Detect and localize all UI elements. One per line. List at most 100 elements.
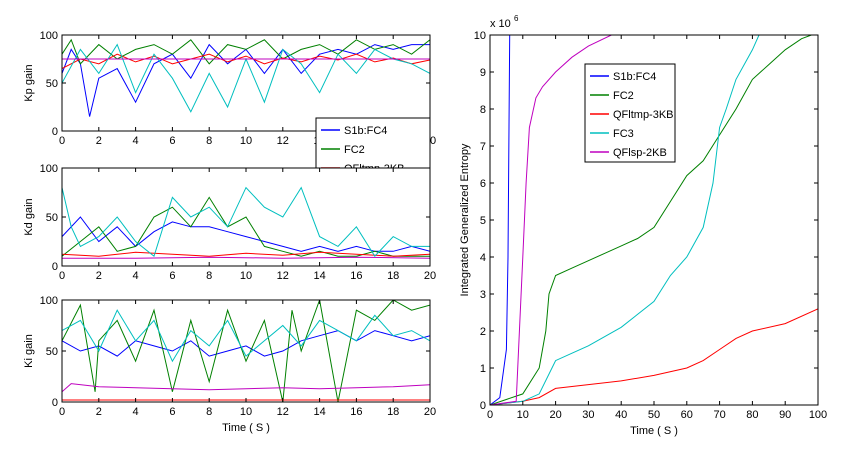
y-tick-label: 1 <box>480 363 486 375</box>
x-tick-label: 4 <box>133 270 139 282</box>
y-scale-exponent: 6 <box>514 14 519 23</box>
legend-box <box>584 63 676 163</box>
y-tick-label: 0 <box>480 400 486 412</box>
x-tick-label: 6 <box>169 270 175 282</box>
y-tick-label: 8 <box>480 104 486 116</box>
x-tick-label: 10 <box>517 409 529 421</box>
legend-entry: QFlsp-2KB <box>613 147 667 159</box>
y-tick-label: 50 <box>46 346 58 358</box>
series-line-qflsp-2kb <box>62 383 430 393</box>
x-tick-label: 10 <box>240 406 252 418</box>
x-tick-label: 12 <box>277 406 289 418</box>
x-tick-label: 50 <box>648 409 660 421</box>
x-tick-label: 70 <box>713 409 725 421</box>
chart-top-left: 02468101214161820050100Kp gain <box>23 30 436 147</box>
y-tick-label: 3 <box>480 289 486 301</box>
x-tick-label: 8 <box>206 270 212 282</box>
legend-entry: FC2 <box>613 90 634 102</box>
series-line-fc2 <box>62 196 430 257</box>
y-tick-label: 100 <box>40 295 58 307</box>
x-tick-label: 20 <box>549 409 561 421</box>
series-line-qflsp-2kb <box>490 35 612 405</box>
y-tick-label: 10 <box>474 30 486 42</box>
x-tick-label: 18 <box>387 406 399 418</box>
x-tick-label: 10 <box>240 135 252 147</box>
series-line-fc3 <box>490 35 760 405</box>
y-tick-label: 4 <box>480 252 486 264</box>
x-tick-label: 100 <box>809 409 827 421</box>
x-tick-label: 20 <box>424 270 436 282</box>
x-tick-label: 6 <box>169 135 175 147</box>
y-tick-label: 0 <box>52 126 58 138</box>
series-line-fc3 <box>62 309 430 363</box>
legend-entry: FC3 <box>613 128 634 140</box>
x-tick-label: 0 <box>487 409 493 421</box>
x-tick-label: 6 <box>169 406 175 418</box>
x-tick-label: 12 <box>277 135 289 147</box>
legend-entry: QFltmp-3KB <box>613 109 674 121</box>
x-tick-label: 8 <box>206 135 212 147</box>
plot-area <box>62 35 430 131</box>
series-group <box>62 186 430 259</box>
x-tick-label: 16 <box>350 270 362 282</box>
legend-entry: FC2 <box>344 144 365 156</box>
series-group <box>62 300 430 402</box>
series-line-s1b-fc4 <box>62 43 430 117</box>
series-line-s1b-fc4 <box>62 216 430 252</box>
y-axis-label: Integrated Generalized Entropy <box>459 143 471 296</box>
x-tick-label: 0 <box>59 135 65 147</box>
series-line-fc2 <box>62 300 430 402</box>
legend-entry: S1b:FC4 <box>344 125 387 137</box>
y-tick-label: 6 <box>480 178 486 190</box>
y-tick-label: 100 <box>40 30 58 42</box>
x-tick-label: 90 <box>779 409 791 421</box>
y-tick-label: 0 <box>52 397 58 409</box>
legend: S1b:FC4 FC2 QFltmp-3KB FC3 QFlsp-2KB <box>584 63 676 163</box>
y-tick-label: 50 <box>46 78 58 90</box>
x-tick-label: 18 <box>387 270 399 282</box>
y-tick-label: 0 <box>52 261 58 273</box>
series-line-fc2 <box>490 35 812 405</box>
series-group <box>62 38 430 117</box>
x-tick-label: 20 <box>424 406 436 418</box>
x-tick-label: 8 <box>206 406 212 418</box>
series-line-s1b-fc4 <box>490 35 511 405</box>
y-axis-label: Kp gain <box>23 64 35 101</box>
x-tick-label: 40 <box>615 409 627 421</box>
y-tick-label: 5 <box>480 215 486 227</box>
y-tick-label: 50 <box>46 212 58 224</box>
series-line-s1b-fc4 <box>62 330 430 357</box>
y-scale-multiplier: x 10 <box>490 18 511 30</box>
y-tick-label: 9 <box>480 67 486 79</box>
x-tick-label: 0 <box>59 406 65 418</box>
y-axis-label: Ki gain <box>23 334 35 368</box>
y-tick-label: 7 <box>480 141 486 153</box>
x-tick-label: 4 <box>133 406 139 418</box>
x-tick-label: 14 <box>313 270 325 282</box>
x-tick-label: 2 <box>96 406 102 418</box>
y-tick-label: 100 <box>40 163 58 175</box>
x-tick-label: 30 <box>582 409 594 421</box>
x-axis-label: Time ( S ) <box>222 422 270 434</box>
x-tick-label: 10 <box>240 270 252 282</box>
chart-bottom-left: 0 2 4 6 8 10 12 14 16 18 20 0 50 100 Ki gain Time ( S ) <box>23 295 436 434</box>
x-tick-label: 2 <box>96 270 102 282</box>
series-line-fc2 <box>62 38 430 65</box>
x-tick-label: 12 <box>277 270 289 282</box>
legend-entry: S1b:FC4 <box>613 71 656 83</box>
series-line-qfltmp-3kb <box>490 308 818 405</box>
y-axis-label: Kd gain <box>23 198 35 235</box>
x-axis-label: Time ( S ) <box>630 425 678 437</box>
series-line-qfltmp-3kb <box>62 251 430 257</box>
x-tick-label: 0 <box>59 270 65 282</box>
y-tick-label: 2 <box>480 326 486 338</box>
x-tick-label: 16 <box>350 406 362 418</box>
x-tick-label: 4 <box>133 135 139 147</box>
x-tick-label: 80 <box>746 409 758 421</box>
x-tick-label: 14 <box>313 406 325 418</box>
chart-middle-left: 0 2 4 6 8 10 12 14 16 18 20 0 50 100 Kd gain <box>23 163 436 282</box>
series-line-qflsp-2kb <box>62 256 430 259</box>
x-tick-label: 2 <box>96 135 102 147</box>
x-tick-label: 60 <box>681 409 693 421</box>
